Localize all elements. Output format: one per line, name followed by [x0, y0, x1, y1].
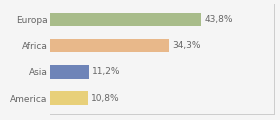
Bar — [50, 91, 88, 105]
Text: 11,2%: 11,2% — [92, 67, 121, 76]
Text: 34,3%: 34,3% — [172, 41, 200, 50]
Bar — [50, 39, 169, 52]
Bar — [50, 65, 89, 79]
Text: 43,8%: 43,8% — [205, 15, 233, 24]
Bar — [50, 12, 201, 26]
Text: 10,8%: 10,8% — [91, 94, 120, 103]
